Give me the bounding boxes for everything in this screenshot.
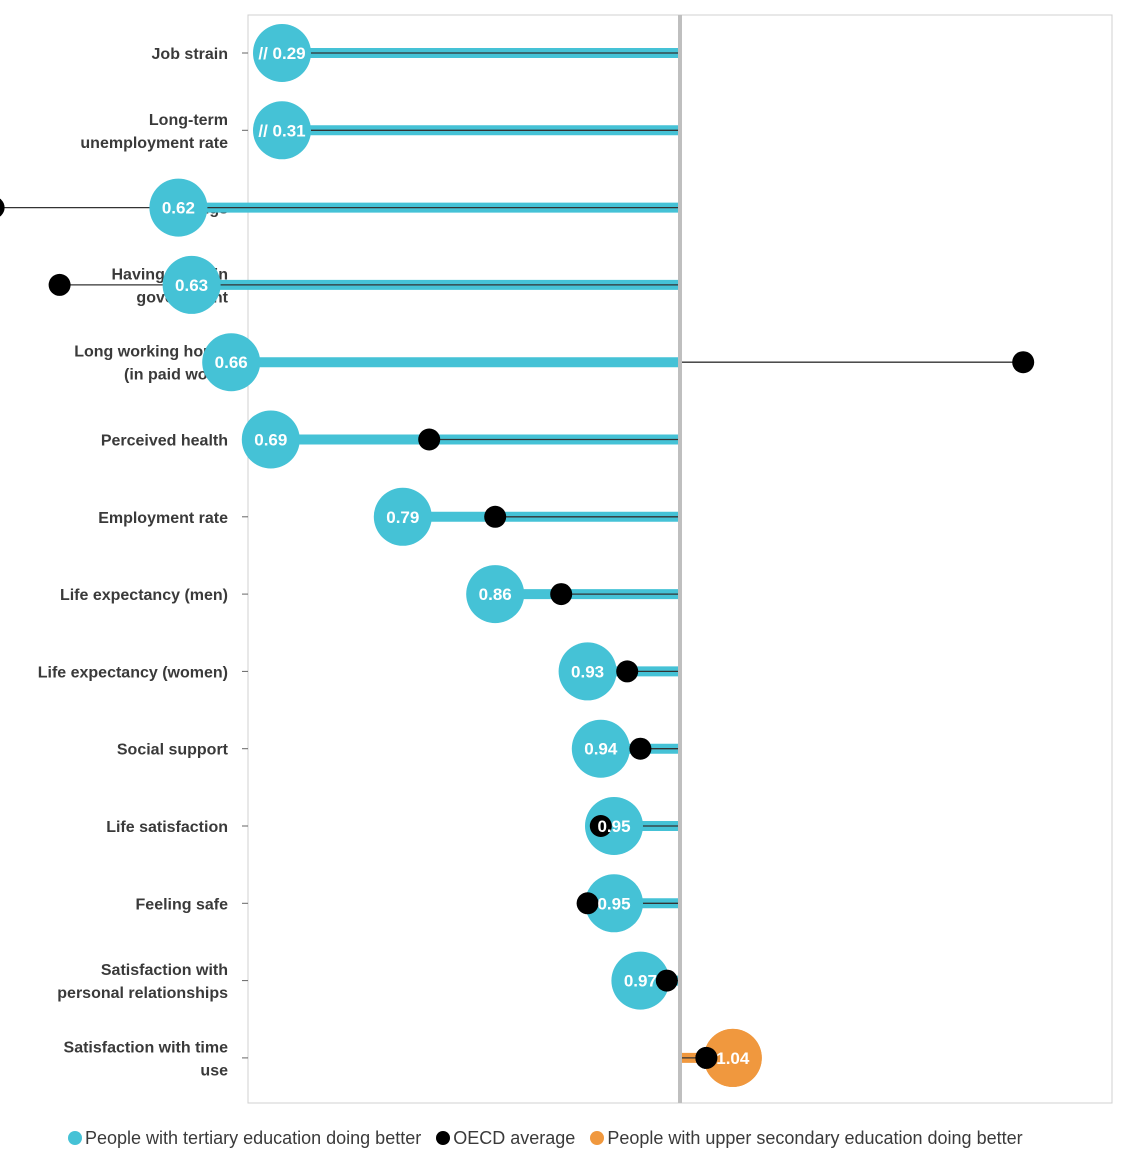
legend-swatch-tertiary	[68, 1131, 82, 1145]
legend-label-oecd: OECD average	[453, 1128, 576, 1148]
value-label: 0.69	[254, 431, 287, 450]
value-label: 0.97	[624, 972, 657, 991]
category-label: Long-term unemployment rate	[80, 112, 228, 152]
value-bubble	[202, 333, 261, 392]
value-bubble	[571, 719, 630, 778]
oecd-dot	[576, 892, 599, 915]
category-label: Life expectancy (women)	[38, 664, 228, 681]
category-label: Feeling safe	[136, 896, 229, 913]
value-label: 0.94	[584, 740, 618, 759]
value-bubble	[149, 178, 208, 237]
chart-canvas: Job strain // 0.29 Long-term unemployment r…	[0, 14, 1113, 1104]
value-bubble	[466, 565, 525, 624]
category-label: Satisfaction with personal relationships	[57, 962, 228, 1002]
value-label: 0.95	[597, 817, 630, 836]
value-label: // 0.31	[258, 121, 305, 140]
value-label: 0.66	[215, 353, 248, 372]
legend-item-oecd: OECD average	[436, 1128, 575, 1149]
value-bubble	[558, 642, 617, 701]
oecd-dot	[589, 815, 612, 837]
value-bubble	[253, 101, 311, 160]
legend: People with tertiary education doing bet…	[68, 1128, 1125, 1151]
legend-swatch-upper-secondary	[590, 1131, 605, 1145]
value-bubble	[585, 874, 643, 933]
value-bubble	[253, 24, 311, 82]
oecd-dot	[550, 583, 573, 606]
value-label: 0.79	[386, 508, 419, 527]
value-bubble	[585, 797, 643, 855]
category-label: Life satisfaction	[106, 819, 228, 836]
oecd-dot	[484, 505, 507, 528]
value-bubble	[373, 487, 432, 546]
oecd-dot	[695, 1046, 718, 1069]
category-label: Employment rate	[98, 510, 228, 527]
value-bubble	[241, 410, 300, 469]
category-label: Satisfaction with time use	[64, 1039, 229, 1079]
oecd-dot	[616, 660, 639, 683]
category-label: Long working hours (in paid work)	[74, 344, 228, 384]
legend-item-upper-secondary: People with upper secondary education do…	[590, 1128, 1023, 1149]
oecd-dot	[418, 428, 441, 451]
value-label: 0.95	[597, 894, 630, 913]
category-label: Life expectancy (men)	[60, 587, 228, 604]
oecd-dot	[1012, 351, 1035, 374]
value-label: // 0.29	[258, 44, 305, 63]
category-label: Social support	[117, 742, 229, 759]
value-label: 0.93	[571, 662, 604, 681]
value-label: 1.04	[716, 1049, 750, 1068]
oecd-dot	[48, 273, 71, 296]
value-label: 0.63	[175, 276, 208, 295]
value-bubble	[162, 255, 221, 314]
legend-label-tertiary: People with tertiary education doing bet…	[85, 1128, 422, 1148]
oecd-dot	[629, 737, 652, 760]
value-bubble	[611, 951, 670, 1010]
category-label: Job strain	[152, 46, 228, 63]
value-label: 0.86	[479, 585, 512, 604]
value-label: 0.62	[162, 199, 195, 218]
category-label: Perceived health	[101, 433, 228, 450]
oecd-dot	[0, 198, 5, 217]
legend-swatch-oecd	[436, 1131, 451, 1145]
legend-label-upper-secondary: People with upper secondary education do…	[607, 1128, 1023, 1148]
legend-item-tertiary: People with tertiary education doing bet…	[68, 1128, 421, 1149]
oecd-dot	[655, 969, 678, 992]
value-bubble	[703, 1028, 762, 1087]
